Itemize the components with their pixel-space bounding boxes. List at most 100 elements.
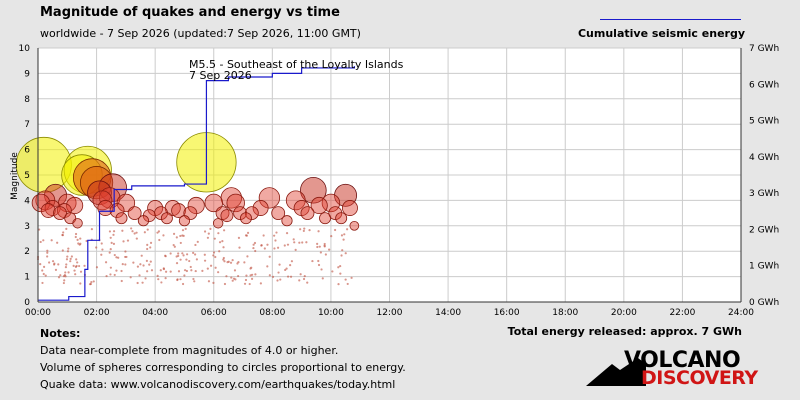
minor-quake-dot [113,253,116,257]
minor-quake-dot [245,274,248,277]
minor-quake-dot [194,269,197,273]
minor-quake-dot [195,258,198,261]
minor-quake-dot [145,259,148,263]
y-tick-label: 0 [24,298,30,308]
minor-quake-dot [175,262,179,265]
minor-quake-dot [66,250,70,253]
volcanodiscovery-logo: VOLCANO DISCOVERY [586,348,766,392]
y-tick-label: 4 [24,196,30,206]
minor-quake-dot [72,264,75,267]
minor-quake-dot [149,260,152,263]
quake-bubble [204,193,223,213]
minor-quake-dot [131,230,134,233]
minor-quake-dot [109,236,112,239]
minor-quake-dot [320,268,323,271]
minor-quake-dot [41,281,44,285]
minor-quake-dot [206,267,209,270]
notes-line: Quake data: www.volcanodiscovery.com/ear… [40,378,396,391]
minor-quake-dot [144,277,147,280]
minor-quake-dot [243,261,246,264]
minor-quake-dot [293,241,296,244]
minor-quake-dot [341,249,344,252]
minor-quake-dot [139,263,142,266]
quake-bubble [171,203,187,218]
minor-quake-dot [126,239,130,242]
minor-quake-dot [339,264,342,268]
minor-quake-dot [175,255,178,258]
x-tick-label: 18:00 [552,308,578,318]
minor-quake-dot [231,279,234,282]
minor-quake-dot [177,252,180,255]
quake-bubble [92,190,113,211]
minor-quake-dot [209,264,213,267]
quake-bubble [233,206,248,221]
minor-quake-dot [248,282,251,286]
annotation-line-1: M5.5 - Southeast of the Loyalty Islands [189,58,404,71]
notes-title: Notes: [40,327,81,340]
quake-bubbles [15,132,360,231]
minor-quake-dot [207,280,211,283]
minor-quake-dot [90,281,93,284]
minor-quake-dot [318,245,321,248]
minor-quake-dot [59,274,62,277]
minor-quake-dot [175,236,178,239]
minor-quake-dot [231,259,234,262]
minor-quake-dot [112,242,116,245]
x-tick-label: 12:00 [377,308,403,318]
minor-quake-dot [157,230,161,233]
minor-quake-dot [266,243,269,246]
minor-quake-dot [78,243,81,246]
quake-bubble [281,215,293,227]
minor-quake-dot [212,281,215,284]
minor-quake-dot [189,265,192,269]
x-tick-label: 16:00 [494,308,520,318]
minor-quake-dot [142,264,145,267]
chart-subtitle: worldwide - 7 Sep 2026 (updated:7 Sep 20… [40,27,361,40]
minor-quake-dot [259,282,262,285]
minor-quake-dot [39,263,42,266]
minor-quake-dot [277,271,280,274]
minor-quake-dot [237,260,240,264]
minor-quake-dot [194,243,197,247]
minor-quake-dot [76,238,79,241]
minor-quake-dot [179,258,182,261]
minor-quake-dot [206,236,210,239]
grid [37,47,742,303]
minor-quake-dot [129,276,132,279]
minor-quake-dot [44,274,47,277]
minor-quake-dot [350,276,353,279]
quake-bubble [252,200,269,216]
minor-quake-dot [121,229,124,232]
minor-quake-dot [135,231,138,234]
minor-quake-dot [156,231,159,234]
minor-quake-dot [223,229,226,232]
minor-quake-dot [179,234,182,238]
y2-tick-label: 3 GWh [749,189,779,199]
minor-quake-dot [53,263,56,266]
quake-bubble [226,193,245,213]
minor-quake-dot [57,263,60,266]
minor-quake-dot [237,274,240,278]
minor-quake-dot [117,256,120,259]
minor-quake-dot [230,276,233,279]
quake-bubble [300,206,315,221]
minor-quake-dot [150,269,154,272]
minor-quake-dot [42,239,45,242]
minor-quake-dot [74,265,78,268]
minor-quake-dot [75,258,78,261]
quake-bubble [115,212,128,225]
minor-quake-dot [79,282,82,285]
minor-quake-dot [342,238,345,241]
minor-quake-dot [146,243,149,246]
minor-quake-dot [120,269,123,273]
minor-quake-dot [95,266,99,269]
minor-quake-dot [243,282,247,285]
minor-quake-dot [323,242,326,246]
x-axis-ticks: 00:00 02:00 04:00 06:00 08:00 10:00 12:00 14:00… [25,308,754,318]
minor-quake-dot [56,241,59,244]
quake-bubble [99,187,121,209]
minor-quake-dot [181,229,185,232]
minor-quake-dot [194,253,197,256]
minor-quake-dot [222,246,225,249]
minor-quake-dot [207,232,210,235]
